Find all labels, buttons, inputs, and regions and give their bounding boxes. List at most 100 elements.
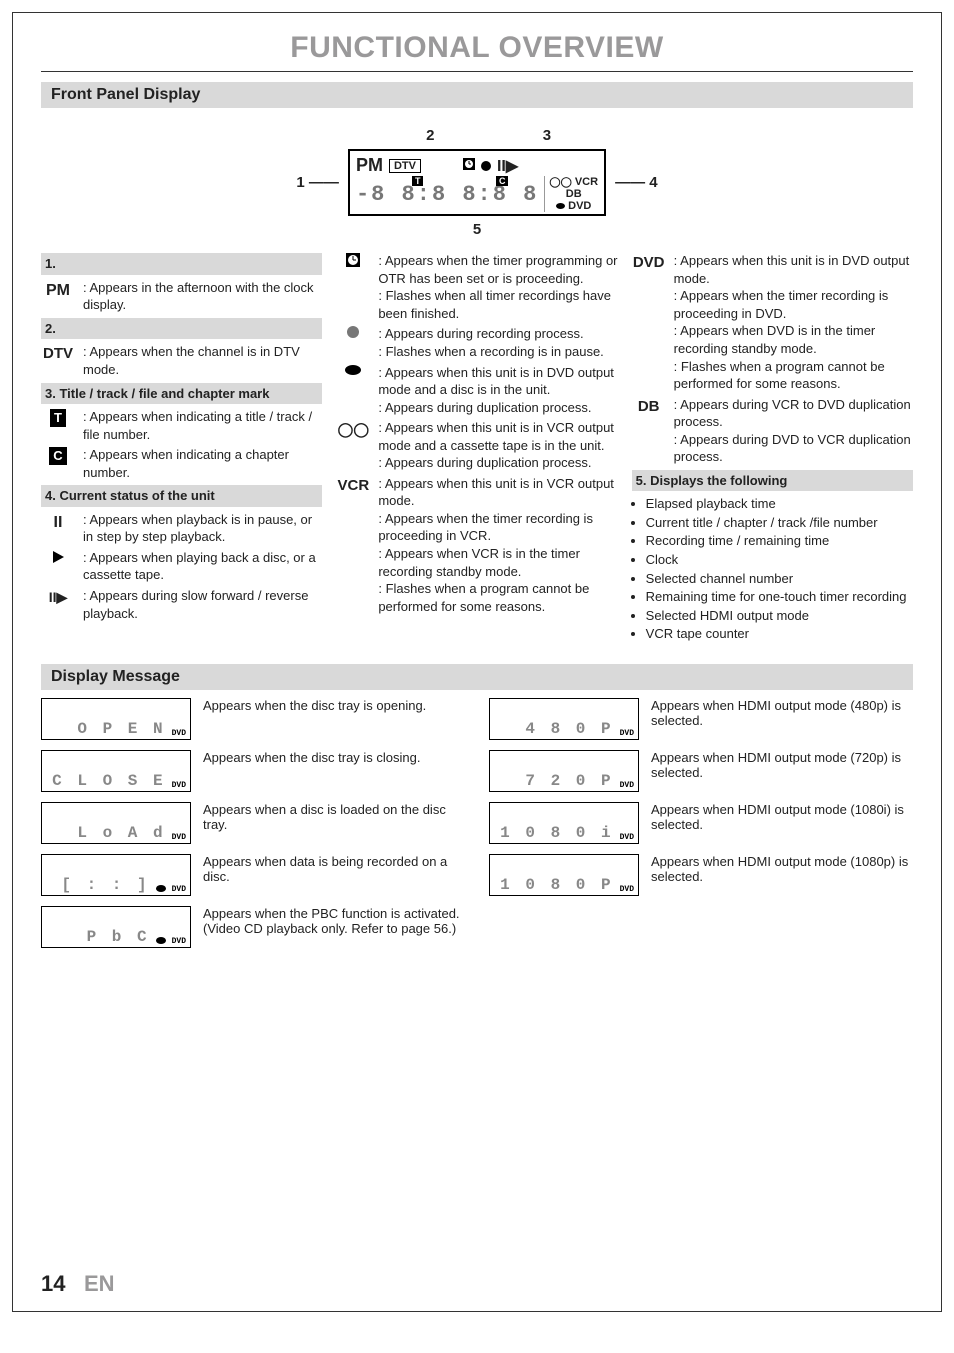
msg-desc: Appears when HDMI output mode (480p) is …	[651, 698, 913, 728]
msg-row: O P E N DVD Appears when the disc tray is …	[41, 698, 465, 740]
callout-5: 5	[473, 221, 481, 238]
tape-desc-2: Appears during duplication process.	[378, 454, 617, 472]
msg-row: 4 8 0 PDVD Appears when HDMI output mode …	[489, 698, 913, 740]
dvd-badge: DVD	[620, 729, 634, 738]
dvd-label-2: DVD	[632, 252, 666, 392]
lcd-display: 7 2 0 PDVD	[489, 750, 639, 792]
list-item: Elapsed playback time	[646, 495, 913, 513]
msg-row: [ : : ] DVD Appears when data is being rec…	[41, 854, 465, 896]
column-2: Appears when the timer programming or OT…	[336, 249, 617, 643]
lcd-display: 1 0 8 0 PDVD	[489, 854, 639, 896]
msg-desc: Appears when the disc tray is closing.	[203, 750, 465, 765]
vcr-desc-3: Appears when VCR is in the timer recordi…	[378, 545, 617, 580]
db-desc-2: Appears during DVD to VCR duplication pr…	[674, 431, 913, 466]
disc-icon	[156, 885, 166, 892]
lcd-text: [ : : ]	[46, 876, 150, 894]
msg-desc: Appears when the disc tray is opening.	[203, 698, 465, 713]
timer-desc-1: Appears when the timer programming or OT…	[378, 252, 617, 287]
front-panel-diagram: 2 3 1 —— PM DTV	[41, 126, 913, 239]
t-icon: T	[41, 408, 75, 443]
slow-icon: II▶	[41, 587, 75, 622]
lbl-vcr: VCR	[575, 176, 598, 188]
dvd-badge: DVD	[172, 729, 186, 738]
lcd-display: L o A dDVD	[41, 802, 191, 844]
page-title: FUNCTIONAL OVERVIEW	[41, 31, 913, 65]
lcd-diagram-box: PM DTV II▶ -8 8:8 8:8 8 ◯◯ VCR DB	[348, 149, 606, 216]
msg-row: P b CDVD Appears when the PBC function is…	[41, 906, 465, 948]
msg-desc: Appears when the PBC function is activat…	[203, 906, 465, 936]
dvd-desc-2: Appears when the timer recording is proc…	[674, 287, 913, 322]
tape-desc-1: Appears when this unit is in VCR output …	[378, 419, 617, 454]
lbl-dvd: DVD	[568, 200, 591, 212]
page-number: 14	[41, 1271, 65, 1296]
lcd-text: 1 0 8 0 i	[494, 824, 614, 842]
lcd-text: O P E N	[46, 720, 166, 738]
segment-digits: -8 8:8 8:8 8	[356, 182, 538, 207]
callout-2: 2	[426, 127, 434, 144]
front-panel-heading: Front Panel Display	[41, 82, 913, 108]
c-icon: C	[41, 446, 75, 481]
disc-icon	[556, 203, 565, 209]
list-item: VCR tape counter	[646, 625, 913, 643]
disc-desc-1: Appears when this unit is in DVD output …	[378, 364, 617, 399]
slow-desc: Appears during slow forward / reverse pl…	[83, 587, 322, 622]
db-desc-1: Appears during VCR to DVD duplication pr…	[674, 396, 913, 431]
list-item: Recording time / remaining time	[646, 532, 913, 550]
rec-desc-1: Appears during recording process.	[378, 325, 617, 343]
dvd-badge: DVD	[172, 937, 186, 946]
db-label-2: DB	[632, 396, 666, 466]
callout-3: 3	[543, 127, 551, 144]
page-lang: EN	[84, 1271, 115, 1296]
dvd-badge: DVD	[172, 885, 186, 894]
description-columns: 1. PM Appears in the afternoon with the …	[41, 249, 913, 643]
lcd-display: O P E N DVD	[41, 698, 191, 740]
msg-desc: Appears when HDMI output mode (1080i) is…	[651, 802, 913, 832]
dtv-label: DTV	[41, 343, 75, 378]
manual-page: FUNCTIONAL OVERVIEW Front Panel Display …	[12, 12, 942, 1312]
dvd-desc-4: Flashes when a program cannot be perform…	[674, 358, 913, 393]
display-message-heading: Display Message	[41, 664, 913, 690]
timer-icon	[463, 157, 475, 175]
dvd-badge: DVD	[620, 781, 634, 790]
rec-desc-2: Flashes when a recording is in pause.	[378, 343, 617, 361]
pause-play-icon: II▶	[497, 156, 518, 176]
dvd-badge: DVD	[620, 833, 634, 842]
list-item: Remaining time for one-touch timer recor…	[646, 588, 913, 606]
column-1: 1. PM Appears in the afternoon with the …	[41, 249, 322, 643]
lcd-text: 1 0 8 0 P	[494, 876, 614, 894]
page-footer: 14 EN	[41, 1271, 115, 1297]
lbl-dtv: DTV	[389, 159, 421, 173]
dvd-badge: DVD	[172, 833, 186, 842]
display-message-section: Display Message O P E N DVD Appears when t…	[41, 664, 913, 948]
lbl-db: DB	[549, 188, 598, 200]
pause-icon: II	[41, 511, 75, 546]
rec-icon	[481, 161, 491, 171]
rec-icon-2	[336, 325, 370, 360]
msg-row: 1 0 8 0 PDVDAppears when HDMI output mod…	[489, 854, 913, 896]
list-item: Selected HDMI output mode	[646, 607, 913, 625]
msg-desc: Appears when HDMI output mode (720p) is …	[651, 750, 913, 780]
msg-col-left: O P E N DVD Appears when the disc tray is …	[41, 698, 465, 948]
msg-desc: Appears when a disc is loaded on the dis…	[203, 802, 465, 832]
vcr-label-2: VCR	[336, 475, 370, 615]
lbl-c: C	[496, 176, 509, 186]
lcd-display: C L O S EDVD	[41, 750, 191, 792]
play-desc: Appears when playing back a disc, or a c…	[83, 549, 322, 584]
msg-desc: Appears when data is being recorded on a…	[203, 854, 465, 884]
msg-row: 1 0 8 0 i DVD Appears when HDMI output mod…	[489, 802, 913, 844]
pause-desc: Appears when playback is in pause, or in…	[83, 511, 322, 546]
disc-icon-2	[336, 364, 370, 417]
play-icon	[41, 549, 75, 584]
c-desc: Appears when indicating a chapter number…	[83, 446, 322, 481]
display-list: Elapsed playback time Current title / ch…	[646, 495, 913, 642]
list-item: Clock	[646, 551, 913, 569]
pm-label: PM	[41, 279, 75, 314]
list-item: Selected channel number	[646, 570, 913, 588]
vcr-desc-4: Flashes when a program cannot be perform…	[378, 580, 617, 615]
dvd-badge: DVD	[172, 781, 186, 790]
lcd-display: 4 8 0 PDVD	[489, 698, 639, 740]
vcr-desc-2: Appears when the timer recording is proc…	[378, 510, 617, 545]
column-3: DVD Appears when this unit is in DVD out…	[632, 249, 913, 643]
dtv-desc: Appears when the channel is in DTV mode.	[83, 343, 322, 378]
lcd-display: P b CDVD	[41, 906, 191, 948]
